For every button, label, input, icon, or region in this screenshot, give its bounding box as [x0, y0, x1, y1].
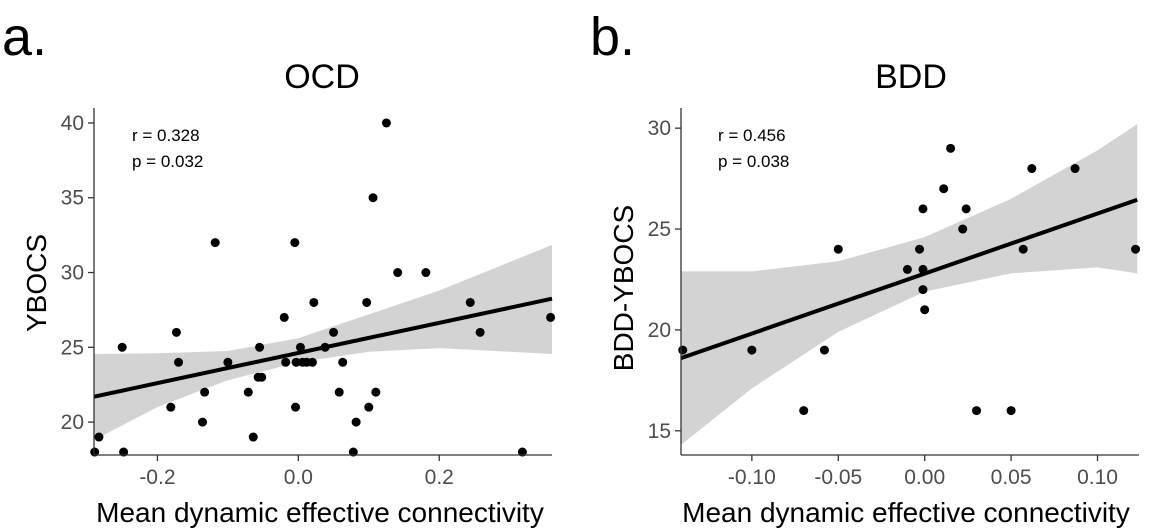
- data-point-ocd-43: [546, 312, 556, 322]
- data-point-ocd-42: [517, 447, 527, 457]
- data-point-bdd-18: [1018, 244, 1028, 254]
- data-point-bdd-20: [1070, 164, 1080, 174]
- y-axis-title-bdd: BDD-YBOCS: [608, 205, 639, 371]
- data-point-ocd-32: [351, 417, 361, 427]
- panel-label-b: b.: [590, 7, 635, 67]
- data-point-ocd-34: [364, 402, 374, 412]
- chart-title-ocd: OCD: [284, 58, 360, 96]
- confidence-band-bdd: [681, 124, 1138, 445]
- panel-ocd: a. OCD Mean dynamic effective connectivi…: [2, 7, 556, 528]
- y-tick-label-ocd-1: 20: [61, 411, 84, 434]
- data-point-bdd-15: [961, 204, 971, 214]
- y-tick-label-ocd-2: 25: [61, 336, 84, 359]
- data-point-ocd-4: [119, 447, 129, 457]
- data-point-ocd-31: [348, 447, 358, 457]
- data-point-ocd-38: [393, 268, 403, 278]
- data-point-ocd-30: [338, 357, 348, 367]
- data-point-bdd-19: [1027, 164, 1037, 174]
- data-point-ocd-29: [334, 387, 344, 397]
- panel-label-a: a.: [2, 7, 47, 67]
- data-point-bdd-7: [915, 244, 925, 254]
- data-point-ocd-9: [200, 387, 210, 397]
- x-tick-label-bdd-1: -0.10: [728, 466, 776, 489]
- data-point-ocd-20: [291, 402, 301, 412]
- data-point-ocd-22: [295, 342, 305, 352]
- data-point-ocd-26: [309, 297, 319, 307]
- data-point-bdd-9: [918, 264, 928, 274]
- regression-line-bdd: [680, 197, 1138, 361]
- y-tick-label-ocd-4: 35: [61, 187, 84, 210]
- annotation-p-bdd: p = 0.038: [718, 152, 789, 171]
- data-point-bdd-3: [799, 406, 809, 416]
- data-point-bdd-8: [918, 204, 928, 214]
- data-point-bdd-10: [918, 285, 928, 295]
- data-point-ocd-40: [465, 297, 475, 307]
- data-point-ocd-41: [475, 327, 485, 337]
- data-point-ocd-7: [174, 357, 184, 367]
- y-tick-label-bdd-1: 15: [648, 420, 671, 443]
- x-tick-label-ocd-3: 0.2: [425, 466, 454, 489]
- data-point-ocd-2: [94, 432, 104, 442]
- y-axis-title-ocd: YBOCS: [21, 234, 52, 332]
- x-tick-label-bdd-3: 0.00: [904, 466, 945, 489]
- data-point-ocd-10: [210, 238, 220, 248]
- plot-area-bdd: 15 20 25 30 -0.10 -0.05 0.00 0.05 0.10: [648, 108, 1141, 489]
- data-point-bdd-1: [678, 345, 688, 355]
- x-tick-label-ocd-2: 0.0: [284, 466, 313, 489]
- data-point-bdd-5: [833, 244, 843, 254]
- x-tick-label-ocd-1: -0.2: [139, 466, 175, 489]
- annotation-r-bdd: r = 0.456: [718, 126, 786, 145]
- data-point-ocd-36: [371, 387, 381, 397]
- y-tick-label-bdd-4: 30: [648, 117, 671, 140]
- data-point-bdd-11: [920, 305, 930, 315]
- y-tick-label-bdd-2: 20: [648, 319, 671, 342]
- x-tick-label-bdd-5: 0.10: [1077, 466, 1118, 489]
- data-point-ocd-18: [281, 357, 291, 367]
- y-tick-label-bdd-3: 25: [648, 218, 671, 241]
- data-point-ocd-6: [171, 327, 181, 337]
- data-point-bdd-14: [958, 224, 968, 234]
- data-point-ocd-19: [290, 238, 300, 248]
- data-point-bdd-2: [747, 345, 757, 355]
- data-point-ocd-17: [279, 312, 289, 322]
- data-point-ocd-27: [320, 342, 330, 352]
- data-point-ocd-21: [291, 357, 301, 367]
- annotation-r-ocd: r = 0.328: [132, 126, 200, 145]
- data-point-ocd-35: [368, 193, 378, 203]
- y-tick-label-ocd-5: 40: [61, 112, 84, 135]
- data-point-ocd-16: [257, 372, 267, 382]
- y-tick-label-ocd-3: 30: [61, 262, 84, 285]
- data-point-ocd-39: [421, 268, 431, 278]
- data-point-bdd-21: [1131, 244, 1141, 254]
- data-point-ocd-11: [223, 357, 233, 367]
- data-point-bdd-12: [939, 184, 949, 194]
- data-point-ocd-1: [90, 447, 100, 457]
- data-point-ocd-12: [243, 387, 253, 397]
- x-axis-title-ocd: Mean dynamic effective connectivity: [96, 497, 544, 528]
- data-point-ocd-25: [307, 357, 317, 367]
- data-point-bdd-13: [946, 143, 956, 153]
- data-point-ocd-37: [381, 118, 391, 128]
- data-point-bdd-6: [902, 264, 912, 274]
- data-point-ocd-3: [117, 342, 127, 352]
- data-point-bdd-4: [819, 345, 829, 355]
- annotation-p-ocd: p = 0.032: [132, 152, 203, 171]
- chart-title-bdd: BDD: [875, 58, 947, 96]
- x-tick-label-bdd-4: 0.05: [991, 466, 1032, 489]
- x-tick-label-bdd-2: -0.05: [814, 466, 862, 489]
- data-point-ocd-13: [248, 432, 258, 442]
- data-point-ocd-8: [198, 417, 208, 427]
- panel-bdd: b. BDD Mean dynamic effective connectivi…: [590, 7, 1141, 528]
- plot-area-ocd: 20 25 30 35 40 -0.2 0.0 0.2: [61, 108, 556, 489]
- data-point-bdd-16: [972, 406, 982, 416]
- confidence-band-ocd: [94, 244, 552, 440]
- data-point-ocd-15: [255, 342, 265, 352]
- data-point-ocd-33: [362, 297, 372, 307]
- data-point-ocd-5: [166, 402, 176, 412]
- data-point-ocd-28: [329, 327, 339, 337]
- x-axis-title-bdd: Mean dynamic effective connectivity: [682, 497, 1130, 528]
- data-point-bdd-17: [1006, 406, 1016, 416]
